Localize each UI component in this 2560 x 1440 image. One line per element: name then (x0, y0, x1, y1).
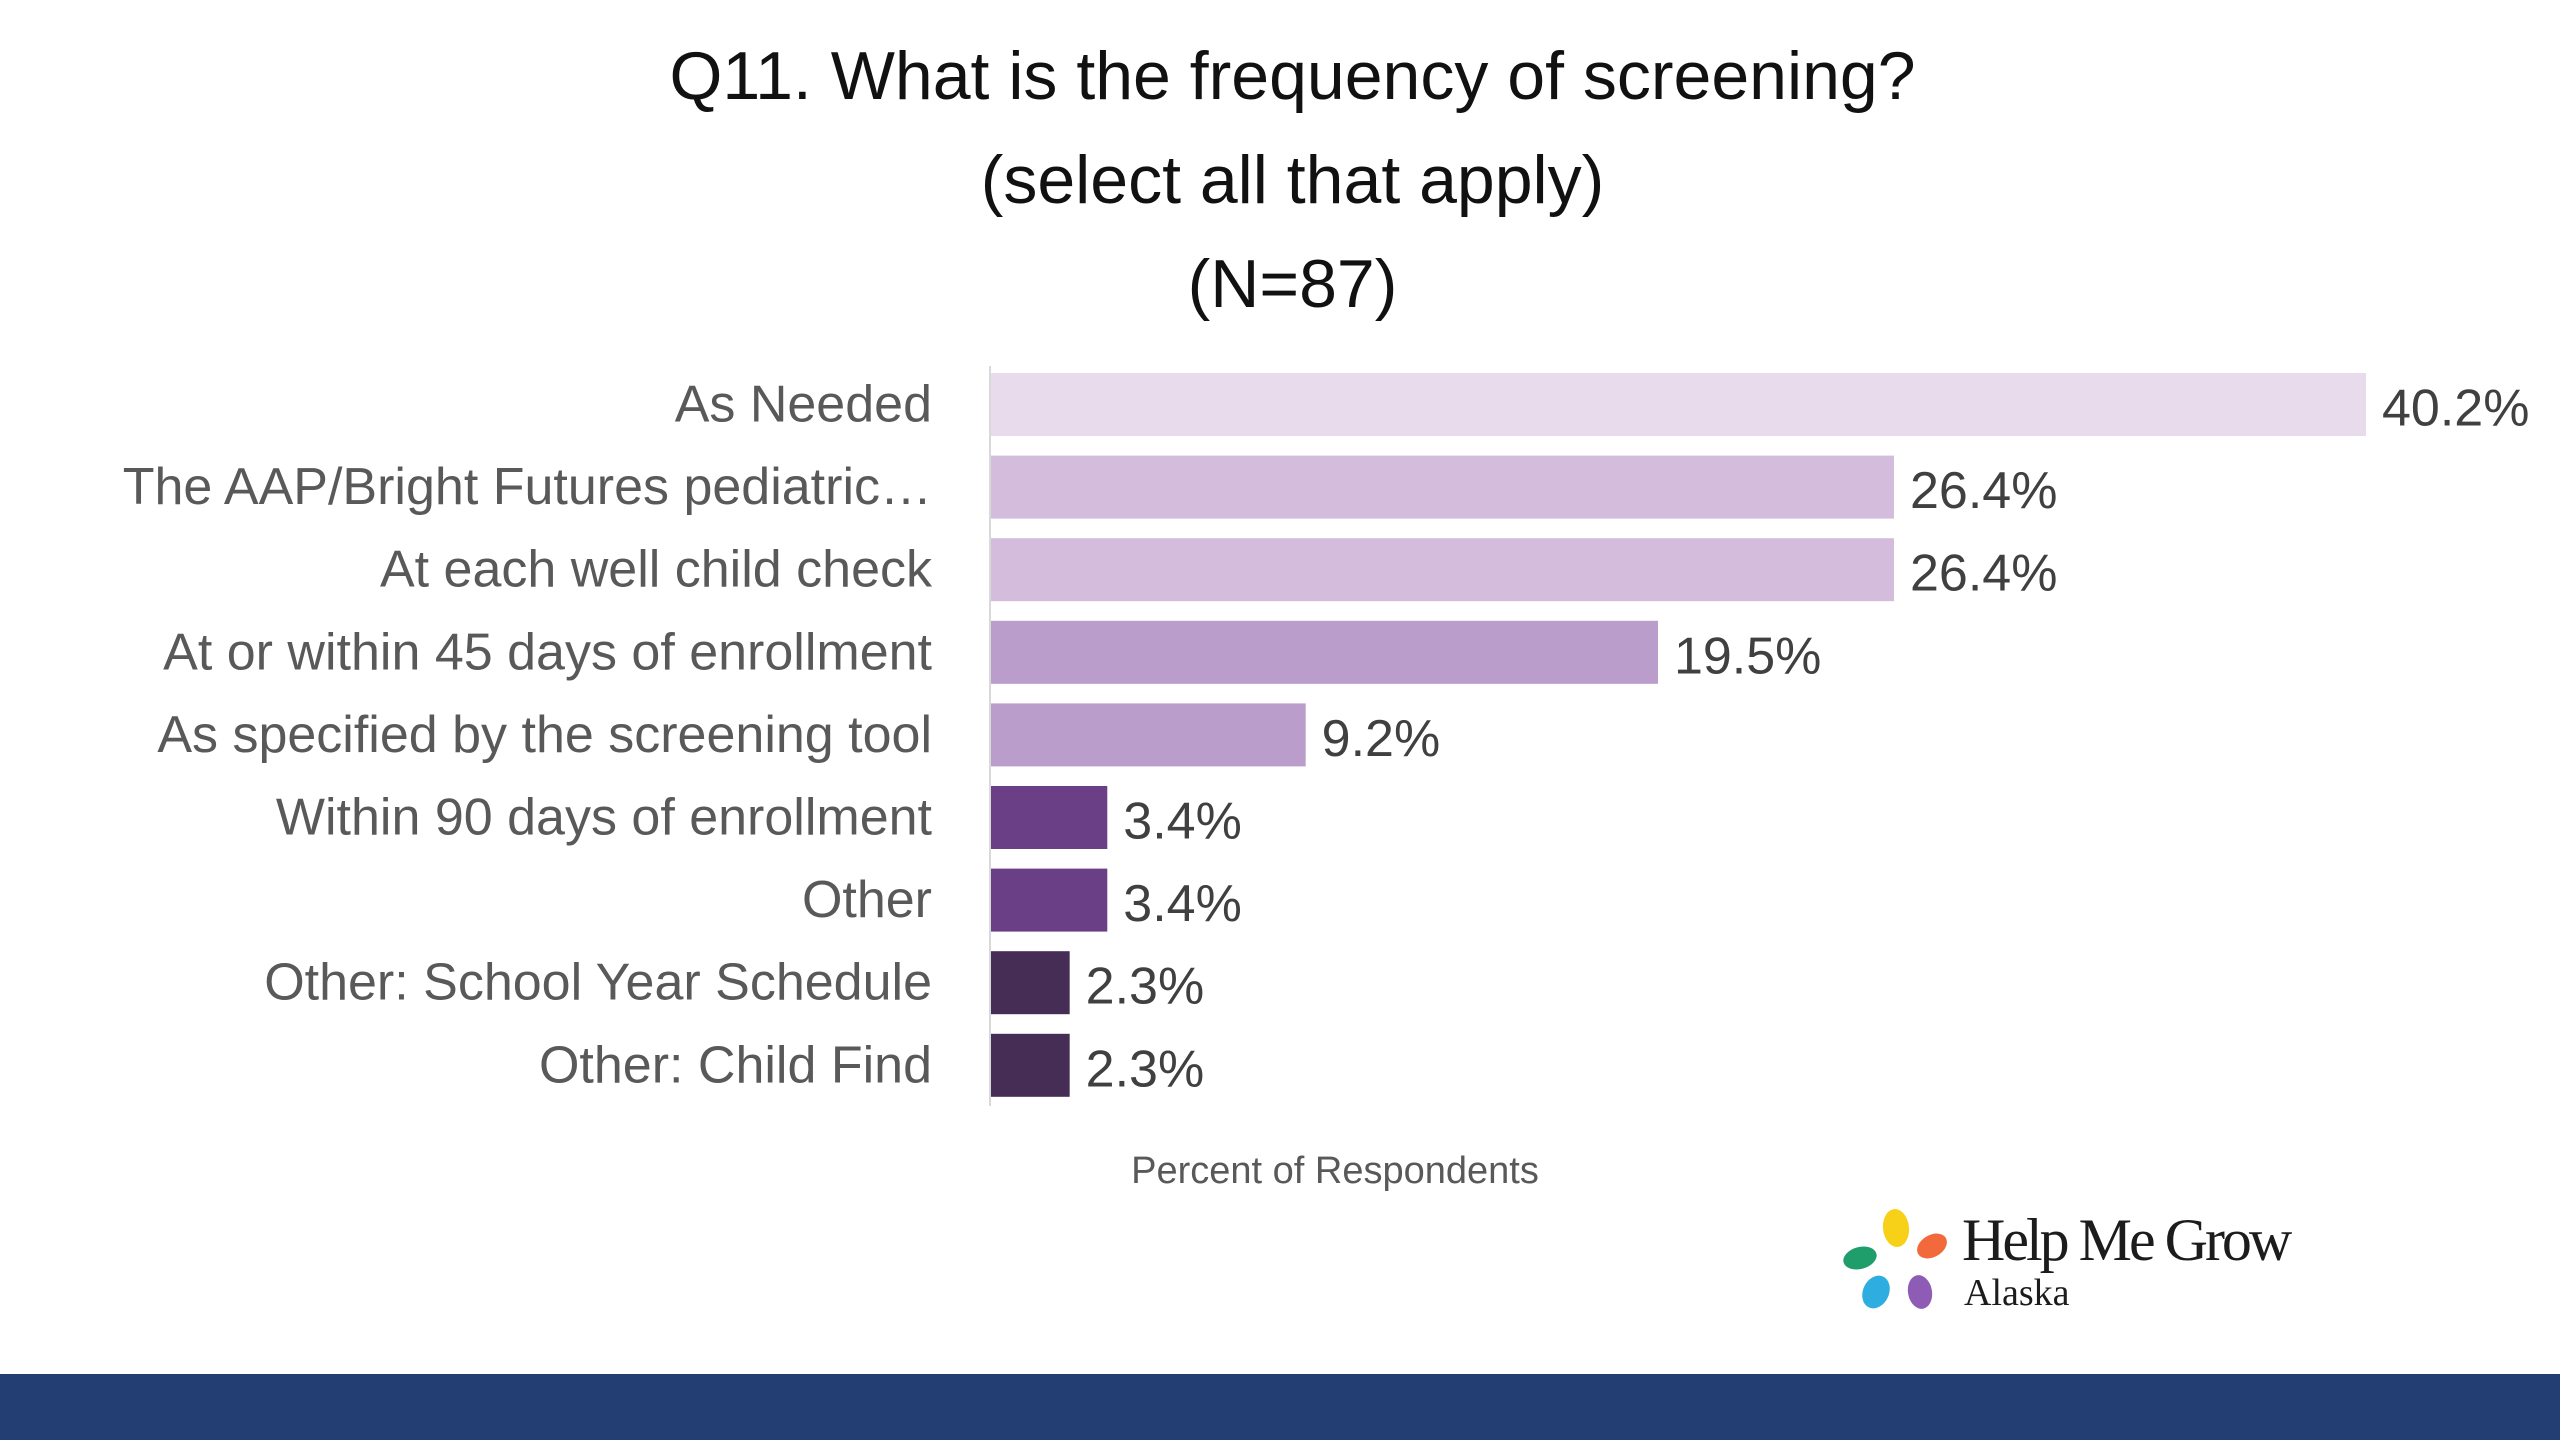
bar (991, 373, 2366, 436)
bar-chart: As Needed 40.2% The AAP/Bright Futures ped… (123, 366, 2529, 1106)
bar (991, 703, 1306, 767)
data-label: 26.4% (1910, 545, 2057, 603)
logo-petal (1882, 1209, 1910, 1247)
data-label: 2.3% (1086, 958, 1205, 1016)
category-label: At each well child check (380, 541, 933, 599)
category-label: As Needed (675, 376, 932, 434)
bar (991, 455, 1894, 519)
bar (991, 951, 1070, 1015)
data-label: 19.5% (1674, 627, 1821, 685)
chart-title: Q11. What is the frequency of screening? (669, 38, 1916, 114)
data-label: 40.2% (2382, 380, 2529, 438)
chart-subtitle: (select all that apply) (980, 142, 1605, 218)
logo-petal (1843, 1246, 1877, 1270)
logo-name: Help Me Grow (1962, 1207, 2292, 1273)
category-label: Other: Child Find (539, 1036, 932, 1094)
flower-icon (1843, 1209, 1947, 1309)
bar (991, 786, 1108, 849)
data-label: 9.2% (1322, 710, 1441, 768)
category-label: The AAP/Bright Futures pediatric… (123, 458, 932, 516)
help-me-grow-logo: Help Me Grow Alaska (1840, 1202, 2340, 1322)
sample-size: (N=87) (1187, 246, 1398, 322)
category-label: At or within 45 days of enrollment (163, 623, 932, 681)
data-label: 2.3% (1086, 1040, 1205, 1098)
bar (991, 538, 1894, 602)
footer-band (0, 1374, 2560, 1440)
bar (991, 868, 1108, 932)
logo-petal (1907, 1275, 1933, 1309)
bar (991, 620, 1658, 684)
data-label: 26.4% (1910, 462, 2057, 520)
data-label: 3.4% (1123, 793, 1242, 851)
logo-region: Alaska (1964, 1272, 2070, 1314)
category-label: Within 90 days of enrollment (276, 789, 933, 847)
category-label: Other: School Year Schedule (264, 954, 932, 1012)
x-axis-label: Percent of Respondents (1131, 1150, 1539, 1192)
data-label: 3.4% (1123, 875, 1242, 933)
logo-petal (1862, 1275, 1890, 1309)
bar (991, 1033, 1070, 1097)
logo-petal (1917, 1233, 1947, 1259)
category-label: As specified by the screening tool (157, 706, 932, 764)
category-label: Other (802, 871, 932, 929)
